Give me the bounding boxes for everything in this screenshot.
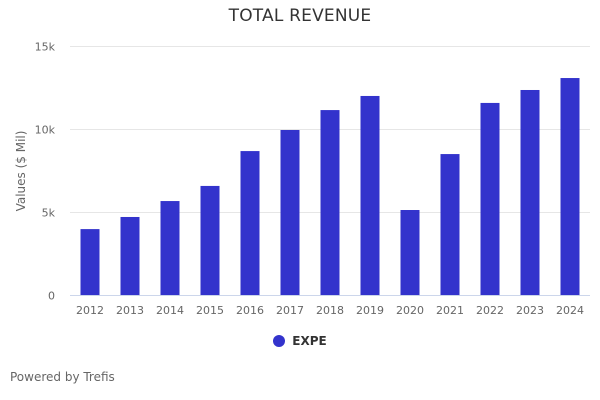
- x-tick-label: 2017: [276, 304, 304, 317]
- y-tick-label: 5k: [42, 207, 56, 220]
- x-tick-label: 2018: [316, 304, 344, 317]
- x-tick-label: 2014: [156, 304, 184, 317]
- x-tick-label: 2016: [236, 304, 264, 317]
- legend: EXPE: [0, 334, 600, 348]
- x-tick-label: 2013: [116, 304, 144, 317]
- bar-2016[interactable]: [240, 151, 260, 295]
- chart-title: TOTAL REVENUE: [228, 6, 372, 26]
- bar-2023[interactable]: [520, 89, 540, 296]
- x-tick-label: 2012: [76, 304, 104, 317]
- y-tick-label: 10k: [35, 124, 56, 137]
- bar-2017[interactable]: [280, 129, 300, 295]
- bar-2020[interactable]: [400, 210, 420, 295]
- credits-link[interactable]: Powered by Trefis: [10, 370, 115, 384]
- bars: [80, 78, 580, 296]
- x-tick-label: 2019: [356, 304, 384, 317]
- legend-item-expe[interactable]: EXPE: [273, 334, 327, 348]
- x-tick-label: 2024: [556, 304, 584, 317]
- x-tick-label: 2023: [516, 304, 544, 317]
- x-tick-label: 2021: [436, 304, 464, 317]
- bar-2024[interactable]: [560, 78, 580, 296]
- legend-marker-icon: [273, 335, 286, 347]
- y-axis-label: Values ($ Mil): [14, 131, 28, 212]
- y-tick-label: 0: [48, 290, 55, 303]
- x-axis-ticks: 2012 2013 2014 2015 2016 2017 2018 2019 2020 2021…: [76, 304, 584, 317]
- bar-2015[interactable]: [200, 185, 220, 295]
- y-tick-label: 15k: [35, 41, 56, 54]
- bar-2013[interactable]: [120, 216, 140, 295]
- x-tick-label: 2022: [476, 304, 504, 317]
- y-axis-ticks: 0 5k 10k 15k: [35, 41, 56, 303]
- bar-2018[interactable]: [320, 110, 340, 296]
- bar-2022[interactable]: [480, 102, 500, 295]
- bar-2014[interactable]: [160, 201, 180, 295]
- x-tick-label: 2020: [396, 304, 424, 317]
- bar-2021[interactable]: [440, 154, 460, 295]
- legend-label: EXPE: [292, 334, 327, 348]
- bar-2012[interactable]: [80, 229, 100, 295]
- x-tick-label: 2015: [196, 304, 224, 317]
- bar-2019[interactable]: [360, 95, 380, 295]
